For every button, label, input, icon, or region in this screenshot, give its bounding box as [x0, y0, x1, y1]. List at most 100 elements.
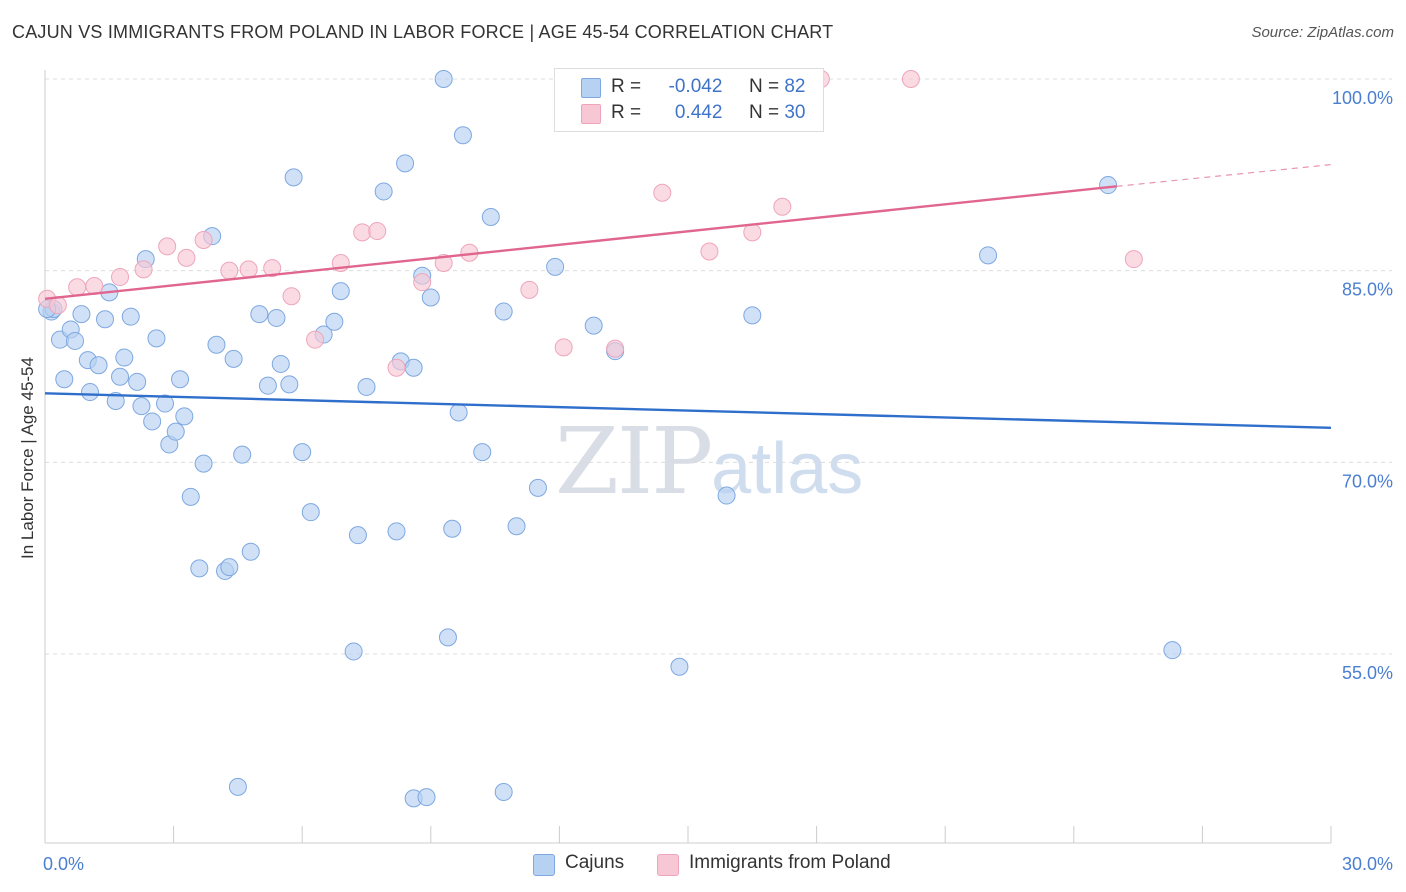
cajun-point-23 [166, 422, 185, 441]
cajun-point-6 [72, 305, 91, 324]
cajun-point-41 [284, 168, 303, 187]
cajun-point-43 [301, 503, 320, 522]
y-tick-label-100: 100.0% [1332, 88, 1393, 108]
series-legend: Cajuns Immigrants from Poland [0, 852, 1406, 878]
poland-point-11 [263, 259, 282, 278]
poland-point-4 [111, 268, 130, 287]
cajun-point-63 [481, 208, 500, 226]
cajun-point-56 [421, 288, 440, 307]
x-tick-label-min: 0.0% [43, 854, 84, 874]
cajun-point-42 [293, 443, 312, 462]
cajun-point-15 [121, 307, 140, 326]
cajun-point-65 [507, 517, 526, 536]
poland-trend-line [44, 185, 1117, 300]
cajun-point-60 [449, 403, 468, 422]
watermark: ZIPatlas [555, 408, 863, 515]
cajun-point-13 [111, 367, 130, 386]
poland-point-25 [700, 242, 719, 261]
cajun-point-46 [331, 282, 350, 301]
cajun-point-32 [220, 558, 239, 577]
poland-point-16 [368, 222, 387, 241]
n-label: N = [748, 102, 780, 123]
cajun-point-51 [387, 522, 406, 541]
poland-point-30 [1124, 250, 1143, 269]
cajun-point-53 [396, 154, 415, 173]
cajun-point-66 [528, 478, 547, 497]
poland-point-12 [282, 287, 301, 306]
cajun-point-9 [89, 356, 108, 375]
poland-point-22 [554, 338, 573, 357]
cajun-point-69 [584, 316, 603, 335]
cajun-point-57 [434, 70, 453, 88]
n-value: 30 [784, 102, 806, 123]
cajun-point-40 [280, 375, 299, 394]
n-value: 82 [784, 76, 806, 97]
r-value: 0.442 [674, 102, 723, 123]
cajun-point-10 [96, 310, 115, 329]
cajun-point-3 [55, 370, 74, 389]
poland-point-27 [773, 197, 792, 216]
poland-point-21 [520, 280, 539, 299]
cajun-point-37 [258, 376, 277, 395]
cajun-point-50 [374, 182, 393, 201]
cajun-point-12 [106, 392, 125, 410]
r-label: R = [611, 102, 642, 123]
cajun-trend-line [44, 392, 1332, 430]
legend-label-cajuns: Cajuns [565, 852, 625, 873]
n-label: N = [748, 76, 780, 97]
cajun-point-61 [453, 126, 472, 145]
cajun-point-47 [344, 642, 363, 661]
cajun-point-19 [143, 412, 162, 431]
poland-point-15 [353, 223, 372, 242]
cajun-point-72 [717, 486, 736, 505]
cajun-point-73 [743, 306, 762, 325]
cajun-point-62 [473, 443, 492, 462]
cajun-point-67 [546, 257, 565, 276]
x-tick-label-max: 30.0% [1342, 854, 1393, 874]
cajuns-swatch [581, 78, 601, 98]
cajun-point-36 [250, 305, 269, 324]
cajun-point-16 [128, 372, 147, 391]
cajun-point-75 [1099, 176, 1118, 195]
cajun-point-38 [267, 308, 286, 327]
cajun-point-59 [443, 519, 462, 538]
poland-point-17 [387, 358, 406, 377]
poland-swatch [581, 104, 601, 124]
poland-point-5 [134, 260, 153, 279]
y-tick-label-85: 85.0% [1342, 280, 1393, 300]
watermark-zip: ZIP [555, 408, 713, 515]
cajun-point-48 [348, 526, 367, 545]
cajun-point-8 [81, 383, 100, 402]
y-tick-label-70: 70.0% [1342, 471, 1393, 491]
poland-point-13 [306, 330, 325, 349]
cajun-point-45 [325, 312, 344, 331]
cajun-point-26 [181, 487, 200, 506]
cajun-point-28 [194, 454, 213, 473]
cajun-point-39 [271, 354, 290, 373]
poland-point-2 [68, 278, 87, 297]
watermark-atlas: atlas [711, 429, 864, 509]
cajun-point-71 [670, 657, 689, 676]
cajun-point-49 [357, 377, 376, 396]
cajun-point-58 [438, 628, 457, 647]
r-value: -0.042 [668, 76, 723, 97]
poland-point-18 [413, 273, 432, 292]
legend-label-poland: Immigrants from Poland [689, 852, 891, 873]
poland-point-6 [158, 237, 177, 256]
y-tick-label-55: 55.0% [1342, 663, 1393, 683]
source-label: Source: ZipAtlas.com [1251, 24, 1394, 41]
poland-point-23 [606, 339, 625, 358]
cajun-point-21 [156, 394, 175, 413]
poland-trend-extension [1116, 164, 1332, 187]
cajuns-swatch [533, 854, 555, 876]
cajun-point-74 [979, 246, 998, 265]
poland-point-24 [653, 183, 672, 202]
chart-title: CAJUN VS IMMIGRANTS FROM POLAND IN LABOR… [12, 22, 834, 42]
poland-point-29 [901, 70, 920, 88]
cajun-point-76 [1163, 641, 1182, 660]
cajun-point-20 [147, 329, 166, 348]
cajun-point-64 [494, 302, 513, 321]
cajun-point-33 [224, 349, 243, 368]
cajun-point-17 [132, 397, 151, 416]
